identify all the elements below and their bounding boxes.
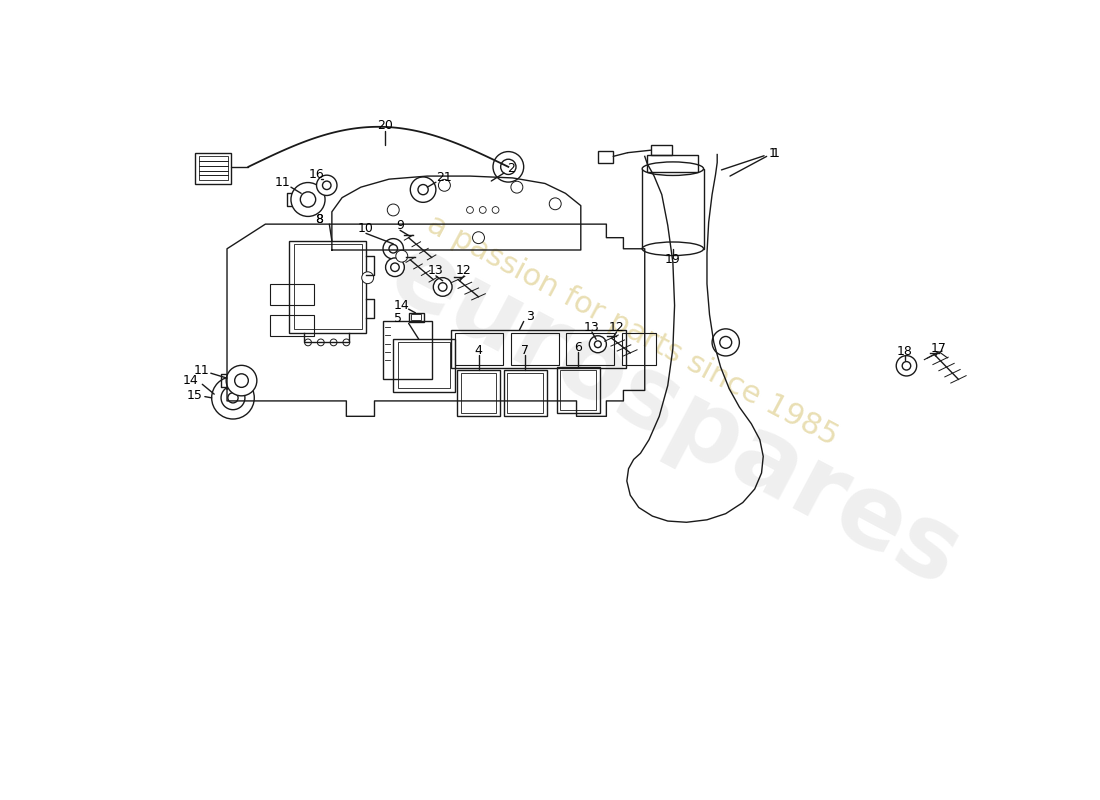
- Text: 14: 14: [183, 374, 198, 387]
- Circle shape: [594, 341, 602, 348]
- Bar: [461, 373, 496, 413]
- Circle shape: [300, 192, 316, 207]
- Bar: [621, 333, 656, 365]
- Circle shape: [896, 356, 916, 376]
- Bar: [560, 370, 596, 410]
- Text: 5: 5: [394, 313, 402, 326]
- Text: 12: 12: [608, 321, 625, 334]
- Circle shape: [330, 339, 337, 346]
- Text: 7: 7: [521, 344, 529, 357]
- Circle shape: [221, 386, 245, 410]
- Text: 19: 19: [666, 253, 681, 266]
- Bar: [510, 333, 559, 365]
- Text: 2: 2: [507, 162, 515, 175]
- Circle shape: [493, 151, 524, 182]
- Circle shape: [712, 329, 739, 356]
- Bar: [566, 333, 614, 365]
- Bar: [642, 169, 704, 249]
- Text: 13: 13: [584, 321, 600, 334]
- Bar: [504, 370, 547, 416]
- Text: 21: 21: [437, 171, 452, 184]
- Ellipse shape: [642, 242, 704, 255]
- Circle shape: [719, 337, 732, 348]
- Circle shape: [480, 206, 486, 214]
- Text: 11: 11: [194, 364, 209, 377]
- Text: 3: 3: [526, 310, 534, 323]
- Text: 10: 10: [358, 222, 374, 235]
- Circle shape: [322, 181, 331, 190]
- Circle shape: [439, 179, 450, 191]
- Circle shape: [228, 393, 238, 403]
- Text: 9: 9: [396, 219, 404, 232]
- Text: 11: 11: [275, 176, 290, 189]
- Text: 20: 20: [377, 119, 393, 132]
- Bar: [383, 321, 432, 379]
- Bar: [408, 313, 424, 322]
- Circle shape: [343, 339, 350, 346]
- Circle shape: [362, 272, 374, 284]
- Circle shape: [902, 362, 911, 370]
- Ellipse shape: [642, 162, 704, 175]
- Circle shape: [590, 336, 606, 353]
- Circle shape: [290, 182, 326, 217]
- Text: 8: 8: [315, 213, 323, 226]
- Bar: [411, 314, 421, 320]
- Circle shape: [317, 175, 337, 195]
- Bar: [394, 339, 454, 392]
- Text: eurospares: eurospares: [373, 225, 977, 607]
- Text: 16: 16: [309, 168, 324, 182]
- Circle shape: [318, 339, 324, 346]
- Text: 4: 4: [474, 344, 483, 357]
- Circle shape: [549, 198, 561, 210]
- Bar: [458, 370, 499, 416]
- Circle shape: [433, 278, 452, 296]
- Circle shape: [211, 377, 254, 419]
- Bar: [651, 146, 672, 154]
- Bar: [270, 314, 314, 336]
- Bar: [270, 284, 314, 306]
- Circle shape: [383, 238, 404, 259]
- Circle shape: [510, 182, 522, 193]
- Text: 14: 14: [394, 299, 409, 312]
- Bar: [289, 241, 366, 333]
- Circle shape: [500, 159, 516, 174]
- Text: 13: 13: [428, 265, 443, 278]
- Text: 8: 8: [315, 213, 323, 226]
- Circle shape: [473, 232, 484, 244]
- Circle shape: [227, 366, 257, 396]
- Text: 1: 1: [771, 147, 779, 161]
- Circle shape: [492, 206, 499, 214]
- Text: a passion for parts since 1985: a passion for parts since 1985: [421, 209, 843, 451]
- Bar: [647, 154, 698, 172]
- Text: 15: 15: [187, 389, 202, 402]
- Text: 6: 6: [574, 341, 582, 354]
- Circle shape: [305, 339, 311, 346]
- Circle shape: [234, 374, 249, 387]
- Text: 12: 12: [456, 265, 472, 278]
- Circle shape: [466, 206, 473, 214]
- Text: 17: 17: [931, 342, 947, 355]
- Circle shape: [390, 263, 399, 271]
- Circle shape: [439, 282, 447, 291]
- Text: 1: 1: [769, 147, 777, 161]
- Bar: [199, 156, 228, 180]
- Bar: [557, 367, 600, 414]
- Bar: [217, 392, 229, 400]
- Bar: [294, 244, 362, 329]
- Bar: [455, 333, 503, 365]
- Circle shape: [410, 177, 436, 202]
- Circle shape: [389, 245, 397, 253]
- Bar: [196, 154, 231, 184]
- Bar: [507, 373, 543, 413]
- Bar: [214, 390, 231, 402]
- Bar: [451, 330, 626, 368]
- Bar: [397, 342, 450, 388]
- Circle shape: [386, 258, 405, 277]
- Bar: [598, 151, 613, 162]
- Circle shape: [418, 185, 428, 194]
- Text: 18: 18: [896, 345, 913, 358]
- Circle shape: [396, 250, 408, 262]
- Circle shape: [387, 204, 399, 216]
